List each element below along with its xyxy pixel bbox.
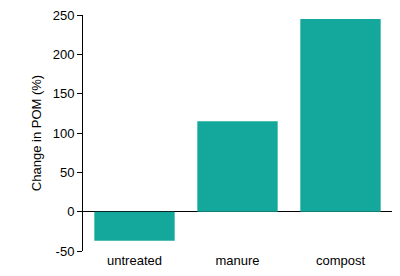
svg-text:100: 100 <box>53 126 75 141</box>
svg-text:compost: compost <box>316 253 366 268</box>
svg-text:50: 50 <box>60 165 74 180</box>
svg-text:150: 150 <box>53 86 75 101</box>
svg-text:untreated: untreated <box>107 253 162 268</box>
svg-text:250: 250 <box>53 8 75 23</box>
svg-text:manure: manure <box>215 253 259 268</box>
svg-text:Change in POM (%): Change in POM (%) <box>29 75 44 191</box>
svg-text:-50: -50 <box>56 244 75 259</box>
svg-text:200: 200 <box>53 47 75 62</box>
svg-text:0: 0 <box>67 204 74 219</box>
